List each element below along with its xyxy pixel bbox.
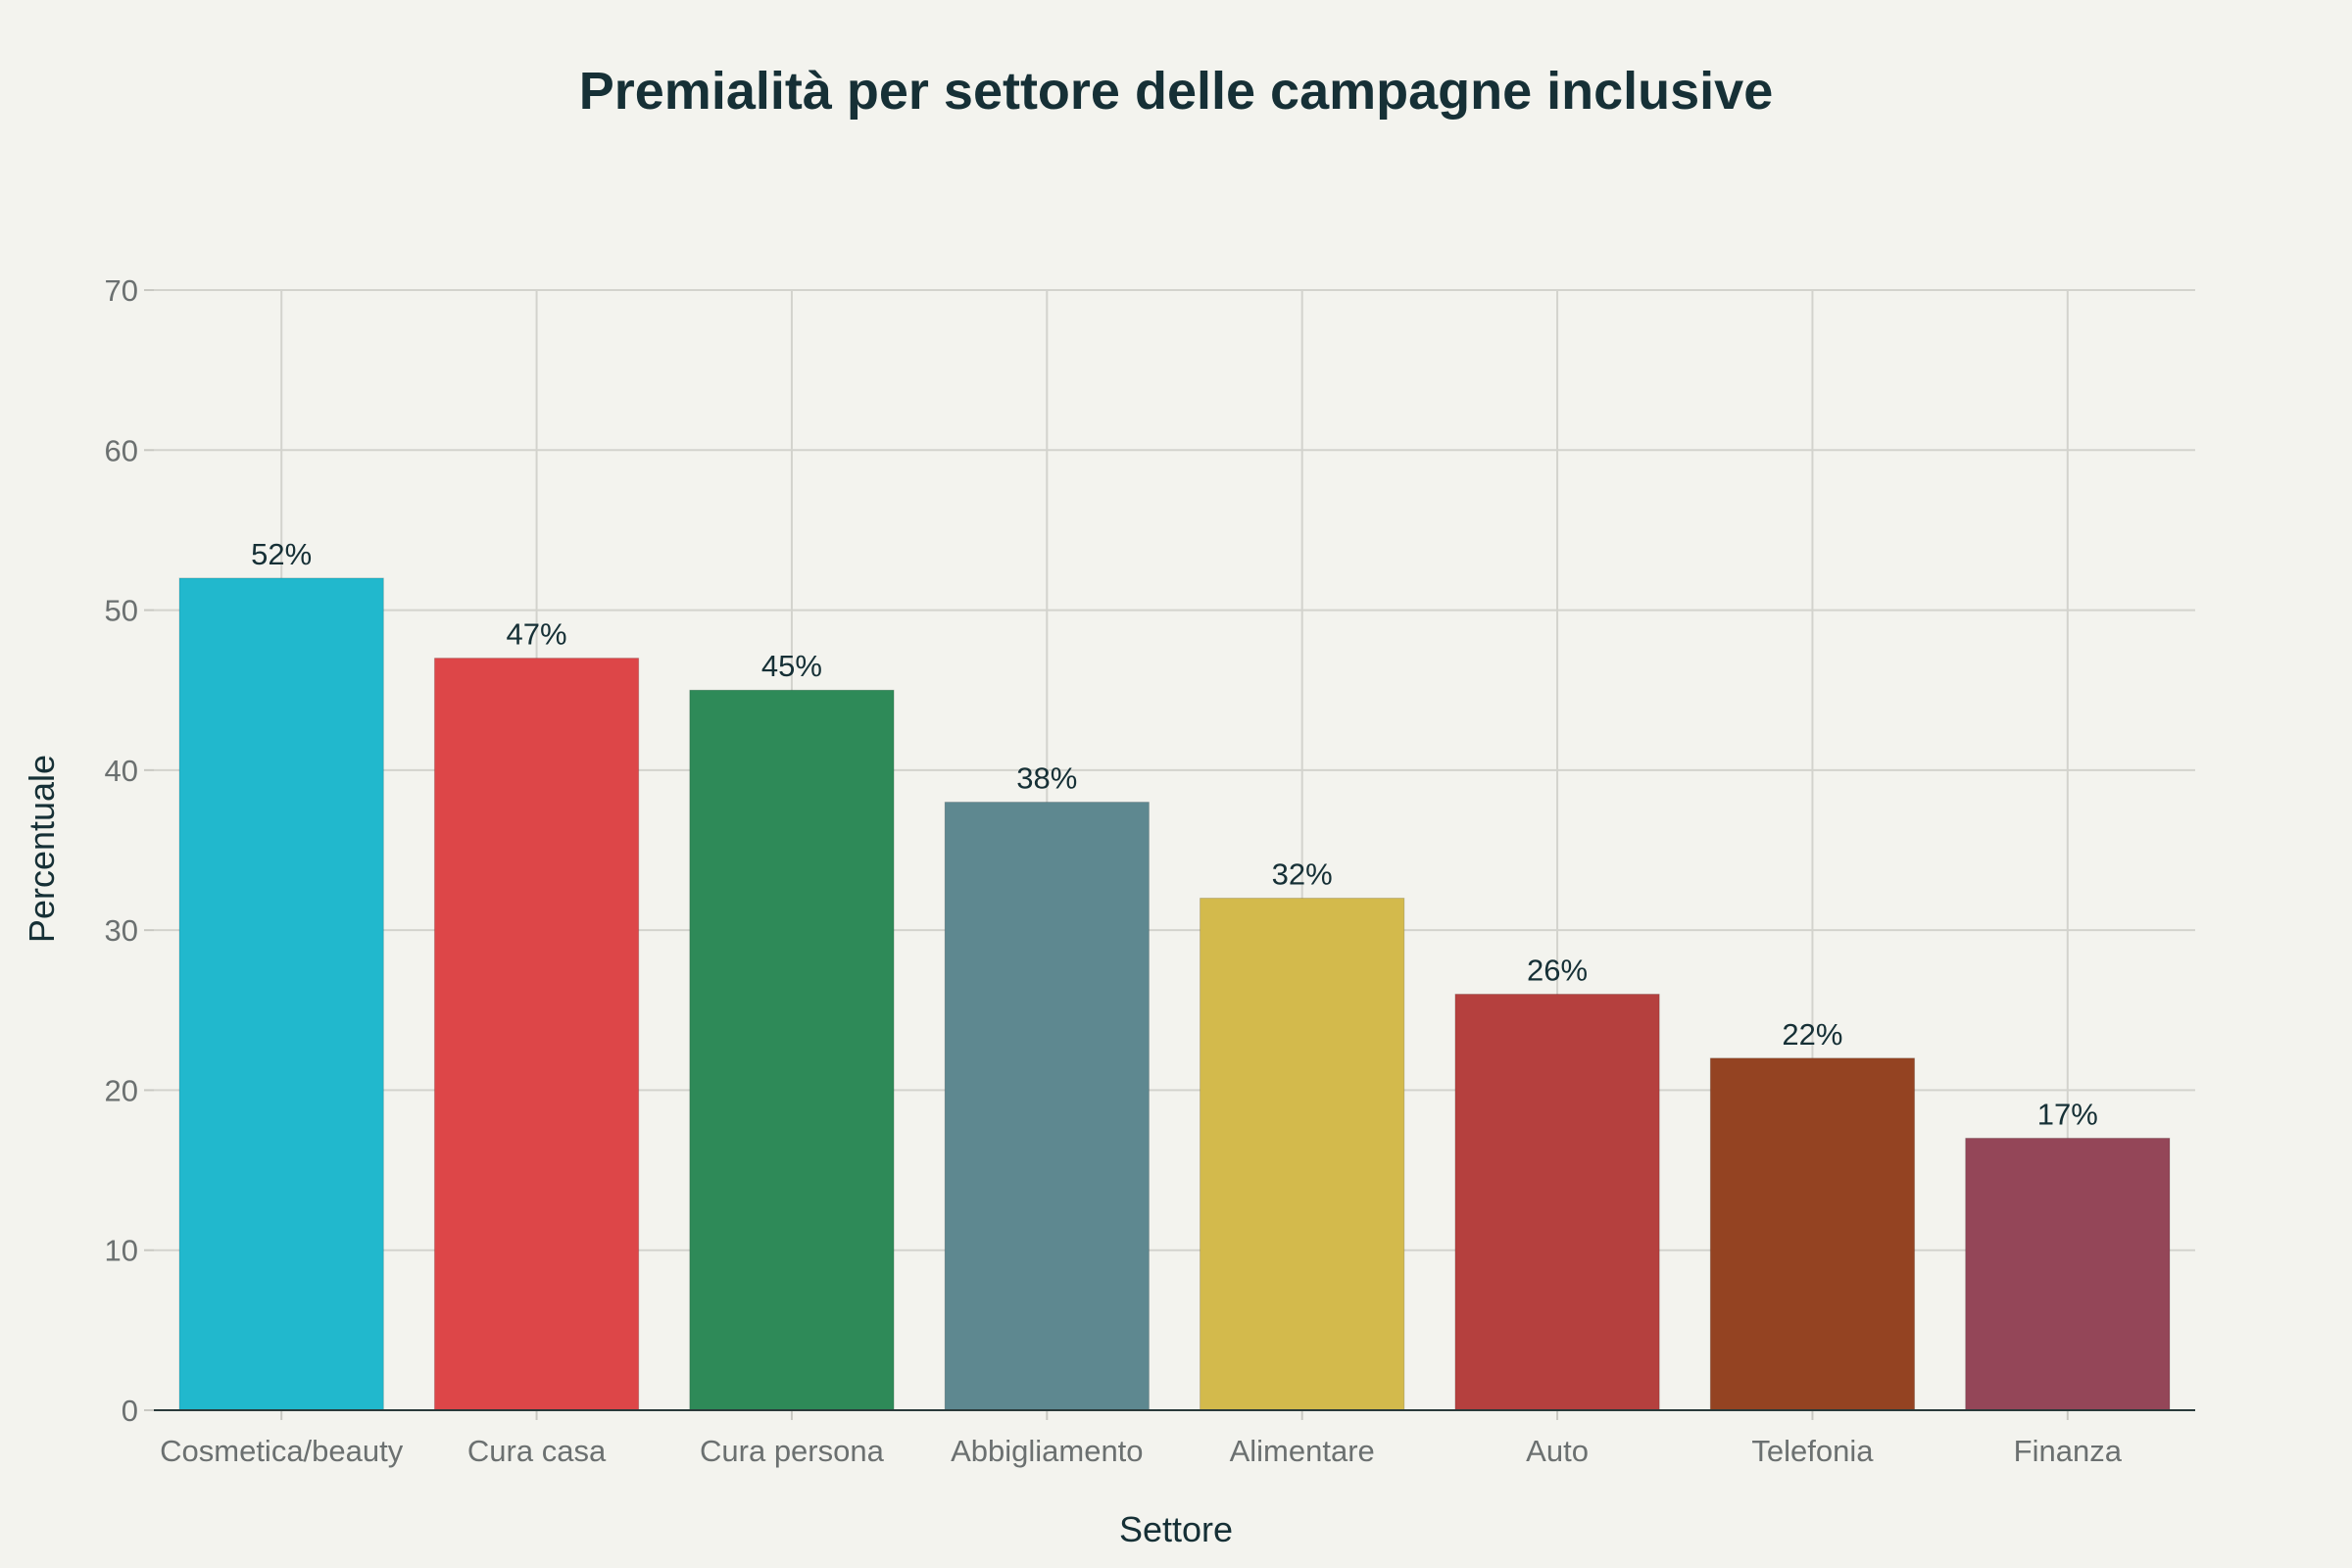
chart-title: Premialità per settore delle campagne in… [578,62,1774,121]
bar [1709,1057,1916,1411]
x-tick-label: Cura persona [700,1434,885,1468]
bar [689,689,895,1411]
axes [144,289,2195,1420]
y-tick-label: 70 [105,273,138,308]
data-label: 32% [1272,857,1333,891]
x-tick-label: Cura casa [467,1434,607,1468]
x-tick-label: Abbigliamento [951,1434,1143,1468]
y-tick-label: 40 [105,754,138,788]
y-tick-label: 20 [105,1073,138,1107]
x-tick-label: Telefonia [1751,1434,1874,1468]
y-tick-label: 10 [105,1234,138,1268]
bar [1965,1137,2171,1411]
y-axis-title: Percentuale [22,755,62,943]
data-label: 47% [507,617,567,652]
bar [944,802,1150,1411]
labels: 0 10 20 30 40 50 60 70 52% Cosmetica/beauty 47% Cur… [105,273,2123,1468]
y-tick-label: 50 [105,594,138,628]
data-label: 52% [251,537,312,571]
x-tick-label: Auto [1526,1434,1589,1468]
bar [433,658,640,1411]
data-label: 26% [1527,953,1588,987]
bars [178,577,2171,1411]
y-tick-label: 0 [122,1394,138,1428]
y-tick-label: 30 [105,913,138,948]
bar [1200,897,1405,1411]
data-label: 45% [761,649,822,683]
x-tick-label: Finanza [2014,1434,2123,1468]
data-label: 17% [2037,1097,2098,1131]
x-tick-label: Alimentare [1230,1434,1375,1468]
x-tick-label: Cosmetica/beauty [160,1434,404,1468]
y-tick-label: 60 [105,433,138,467]
x-axis-title: Settore [1119,1509,1233,1549]
data-label: 22% [1782,1017,1842,1052]
data-label: 38% [1016,761,1077,796]
bar [178,577,384,1411]
bar [1454,993,1660,1411]
